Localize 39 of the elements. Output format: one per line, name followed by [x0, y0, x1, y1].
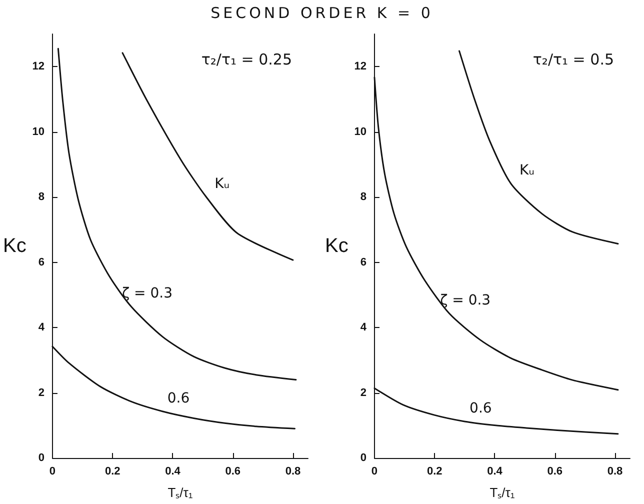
y-tick-label: 6: [38, 256, 44, 268]
y-tick-label: 10: [32, 126, 44, 138]
x-axis-title: Tₛ/τ₁: [490, 485, 516, 500]
x-tick-label: 0.8: [607, 466, 623, 478]
x-tick-label: 0.2: [426, 466, 442, 478]
y-axis-title: Kc: [2, 235, 26, 257]
x-tick-label: 0.4: [165, 466, 182, 478]
x-tick-label: 0.2: [104, 466, 120, 478]
line-series: [122, 52, 294, 261]
x-axis-title: Tₛ/τ₁: [168, 485, 194, 500]
line-series: [458, 50, 619, 244]
x-tick-label: 0.6: [225, 466, 240, 478]
x-tick-label: 0: [371, 466, 378, 478]
y-tick-label: 4: [38, 322, 46, 334]
annotation: τ₂/τ₁ = 0.25: [201, 50, 292, 68]
y-tick-label: 4: [360, 322, 368, 334]
series-label: 0.6: [470, 400, 492, 416]
y-tick-label: 12: [354, 60, 366, 73]
y-tick-label: 8: [38, 191, 44, 204]
y-tick-label: 2: [360, 386, 366, 399]
y-tick-label: 12: [32, 60, 44, 73]
y-tick-label: 0: [38, 452, 44, 464]
series-label: ζ = 0.3: [440, 292, 491, 309]
y-tick-label: 10: [354, 126, 366, 138]
series-label: Kᵤ: [214, 176, 230, 192]
y-tick-label: 6: [360, 256, 366, 268]
y-tick-label: 8: [360, 191, 366, 204]
x-tick-label: 0.8: [285, 466, 301, 478]
chart-title: SECOND ORDER K = 0: [210, 4, 434, 22]
y-tick-label: 2: [38, 386, 44, 399]
x-tick-label: 0: [49, 466, 56, 478]
y-tick-label: 0: [360, 452, 366, 464]
series-label: 0.6: [167, 390, 190, 406]
x-tick-label: 0.6: [547, 466, 562, 478]
x-tick-label: 0.4: [487, 466, 504, 478]
y-axis-title: Kc: [324, 235, 348, 257]
series-label: Kᵤ: [520, 162, 534, 179]
series-label: ζ = 0.3: [122, 286, 172, 302]
annotation: τ₂/τ₁ = 0.5: [532, 50, 614, 68]
